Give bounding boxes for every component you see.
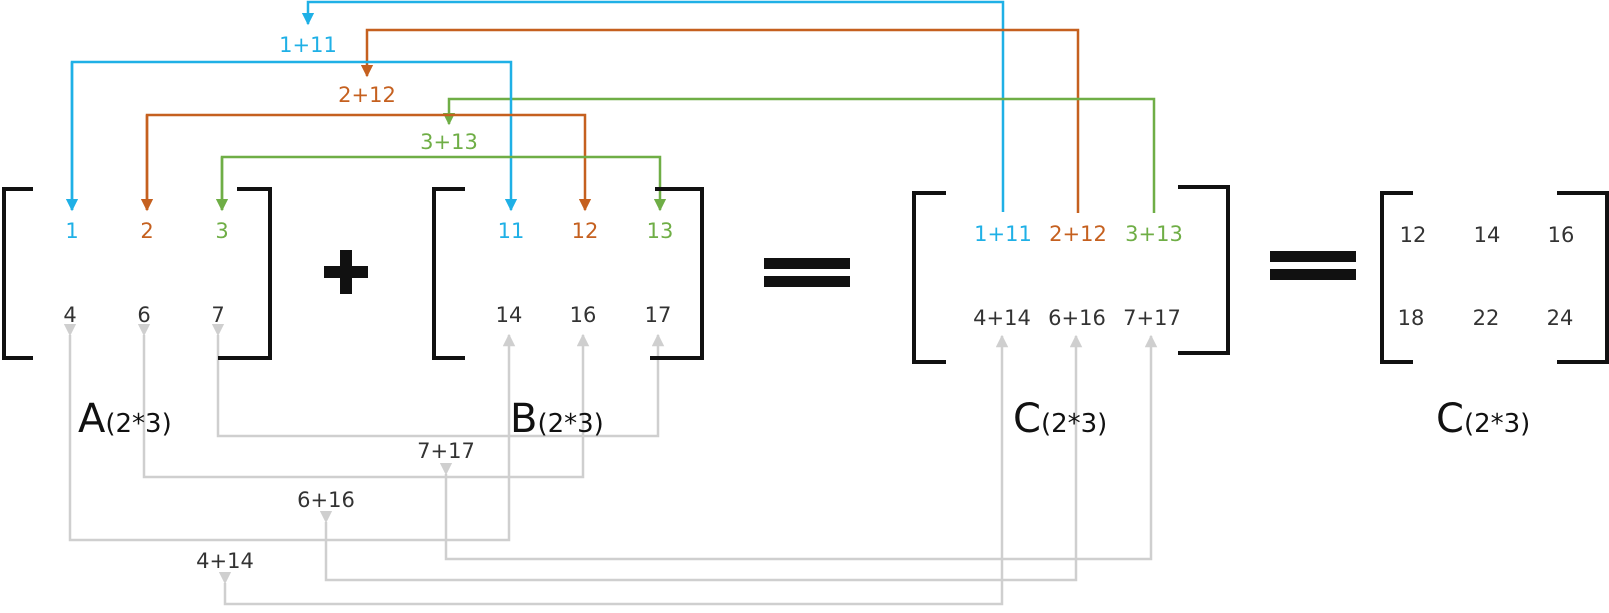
label-A: A(2*3) xyxy=(78,396,172,442)
cell-A-2-3: 7 xyxy=(211,303,224,327)
cell-Cres-1-2: 14 xyxy=(1474,223,1501,247)
cell-B-2-3: 17 xyxy=(645,303,672,327)
cell-Csum-2-1: 4+14 xyxy=(973,306,1031,330)
label-B: B(2*3) xyxy=(510,396,604,442)
label-C-result: C(2*3) xyxy=(1436,396,1530,442)
label-6plus16: 6+16 xyxy=(297,488,355,512)
equals-sign-2 xyxy=(1270,251,1356,280)
cell-Csum-1-3: 3+13 xyxy=(1125,222,1183,246)
matrix-C-result: 12 14 16 18 22 24 xyxy=(1398,223,1575,330)
label-1plus11: 1+11 xyxy=(279,33,337,57)
cell-A-2-1: 4 xyxy=(63,303,76,327)
matrix-A: 1 2 3 4 6 7 xyxy=(63,219,228,327)
cell-Cres-2-2: 22 xyxy=(1473,306,1500,330)
connector-orange-inner xyxy=(145,113,592,212)
bracket-C2-right xyxy=(1557,191,1609,364)
cell-Cres-1-1: 12 xyxy=(1400,223,1427,247)
matrix-C-sum: 1+11 2+12 3+13 4+14 6+16 7+17 xyxy=(973,222,1183,330)
label-3plus13: 3+13 xyxy=(420,130,478,154)
label-4plus14: 4+14 xyxy=(196,549,254,573)
cell-B-1-3: 13 xyxy=(647,219,674,243)
cell-A-1-1: 1 xyxy=(65,219,78,243)
label-2plus12: 2+12 xyxy=(338,83,396,107)
cell-Cres-2-1: 18 xyxy=(1398,306,1425,330)
bracket-C2-left xyxy=(1380,191,1413,364)
connector-green-inner xyxy=(220,155,667,212)
plus-sign xyxy=(324,250,368,294)
cell-A-2-2: 6 xyxy=(137,303,150,327)
label-C-sum: C(2*3) xyxy=(1013,396,1107,442)
cell-A-1-3: 3 xyxy=(215,219,228,243)
cell-B-2-1: 14 xyxy=(496,303,523,327)
cell-Csum-1-2: 2+12 xyxy=(1049,222,1107,246)
connector-orange-outer xyxy=(360,28,1080,213)
bottom-sum-labels: 7+17 6+16 4+14 xyxy=(196,439,475,573)
cell-Cres-2-3: 24 xyxy=(1547,306,1574,330)
label-7plus17: 7+17 xyxy=(417,439,475,463)
cell-A-1-2: 2 xyxy=(140,219,153,243)
row2-connectors xyxy=(63,323,1158,606)
bracket-B-right xyxy=(650,187,704,360)
matrix-B: 11 12 13 14 16 17 xyxy=(496,219,674,327)
cell-Csum-2-2: 6+16 xyxy=(1048,306,1106,330)
cell-B-2-2: 16 xyxy=(570,303,597,327)
bracket-B-left xyxy=(432,187,465,360)
cell-Csum-2-3: 7+17 xyxy=(1123,306,1181,330)
top-sum-labels: 1+11 2+12 3+13 xyxy=(279,33,478,154)
connector-4plus14-to-C xyxy=(218,334,1009,606)
bracket-A-right xyxy=(218,187,272,360)
connector-blue-outer xyxy=(301,0,1005,212)
equals-sign-1 xyxy=(764,258,850,287)
cell-Csum-1-1: 1+11 xyxy=(974,222,1032,246)
bracket-A-left xyxy=(2,187,33,360)
cell-B-1-1: 11 xyxy=(498,219,525,243)
bracket-C1-right xyxy=(1178,185,1230,355)
connector-7plus17-to-C xyxy=(439,334,1158,561)
cell-Cres-1-3: 16 xyxy=(1548,223,1575,247)
matrix-brackets xyxy=(2,185,1609,364)
row1-connectors xyxy=(65,0,1156,213)
bracket-C1-left xyxy=(912,191,946,364)
cell-B-1-2: 12 xyxy=(572,219,599,243)
matrix-name-labels: A(2*3) B(2*3) C(2*3) C(2*3) xyxy=(78,396,1530,442)
connector-green-outer xyxy=(442,97,1156,213)
